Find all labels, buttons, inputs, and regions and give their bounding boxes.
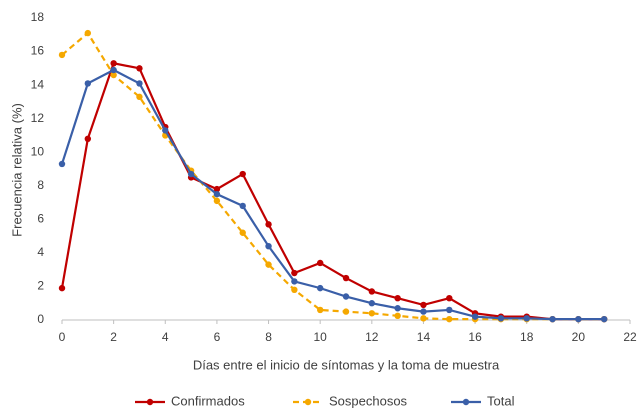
y-tick-label: 4 — [37, 245, 44, 259]
series-line — [60, 62, 605, 321]
point — [265, 221, 272, 228]
point — [213, 197, 221, 205]
series-line — [60, 68, 605, 321]
x-tick-label: 18 — [520, 330, 534, 344]
point — [497, 315, 505, 322]
x-axis-label: Días entre el inicio de síntomas y la to… — [193, 357, 500, 372]
point — [316, 284, 324, 292]
y-tick-label: 16 — [31, 44, 45, 58]
point — [291, 269, 298, 277]
point — [136, 93, 143, 101]
point — [394, 312, 401, 320]
point — [265, 261, 272, 268]
x-tick-label: 6 — [214, 330, 221, 344]
point — [84, 29, 92, 37]
point — [58, 51, 66, 59]
point — [84, 135, 92, 142]
legend-label: Total — [487, 393, 515, 408]
point — [394, 294, 401, 302]
point — [420, 315, 427, 322]
point — [575, 315, 582, 323]
x-tick-label: 2 — [110, 330, 117, 344]
x-tick-label: 4 — [162, 330, 169, 344]
point — [265, 242, 272, 250]
point — [342, 274, 350, 282]
point — [136, 80, 143, 87]
point — [239, 202, 246, 210]
point — [446, 315, 453, 323]
x-tick-label: 12 — [365, 330, 379, 344]
x-tick-label: 8 — [265, 330, 272, 344]
point — [368, 300, 376, 307]
point — [84, 80, 92, 87]
point — [162, 127, 169, 134]
point — [213, 185, 221, 193]
point — [446, 294, 453, 302]
point — [110, 60, 117, 67]
point — [471, 313, 479, 320]
y-tick-label: 2 — [37, 279, 44, 293]
x-tick-label: 20 — [572, 330, 586, 344]
point — [239, 170, 246, 178]
y-axis-label: Frecuencia relativa (%) — [9, 103, 24, 237]
point — [187, 170, 195, 178]
point — [523, 315, 530, 322]
legend-marker — [462, 398, 470, 406]
legend-label: Sospechosos — [329, 393, 408, 408]
x-tick-label: 0 — [59, 330, 66, 344]
point — [420, 301, 427, 309]
legend-marker — [304, 398, 312, 406]
point — [239, 229, 246, 236]
point — [110, 71, 117, 79]
point — [394, 305, 401, 312]
point — [110, 66, 117, 74]
legend-marker — [146, 398, 154, 406]
point — [213, 190, 221, 198]
point — [316, 259, 324, 267]
y-tick-label: 18 — [31, 10, 45, 24]
point — [136, 65, 143, 72]
y-tick-label: 12 — [31, 111, 45, 125]
point — [420, 308, 427, 315]
point — [342, 308, 350, 315]
point — [58, 160, 66, 168]
point — [316, 306, 324, 314]
y-tick-label: 0 — [37, 312, 44, 326]
point — [600, 315, 608, 323]
point — [342, 293, 350, 300]
point — [368, 288, 376, 295]
point — [291, 278, 298, 285]
y-tick-label: 10 — [31, 144, 45, 158]
x-tick-label: 10 — [314, 330, 328, 344]
x-tick-label: 16 — [468, 330, 482, 344]
x-tick-label: 14 — [417, 330, 431, 344]
legend-label: Confirmados — [171, 393, 245, 408]
y-tick-label: 8 — [37, 178, 44, 192]
point — [446, 306, 453, 314]
point — [368, 310, 376, 317]
y-tick-label: 6 — [37, 212, 44, 226]
point — [58, 284, 66, 292]
point — [549, 315, 556, 323]
y-tick-label: 14 — [31, 77, 45, 91]
x-tick-label: 22 — [623, 330, 637, 344]
point — [291, 286, 298, 293]
